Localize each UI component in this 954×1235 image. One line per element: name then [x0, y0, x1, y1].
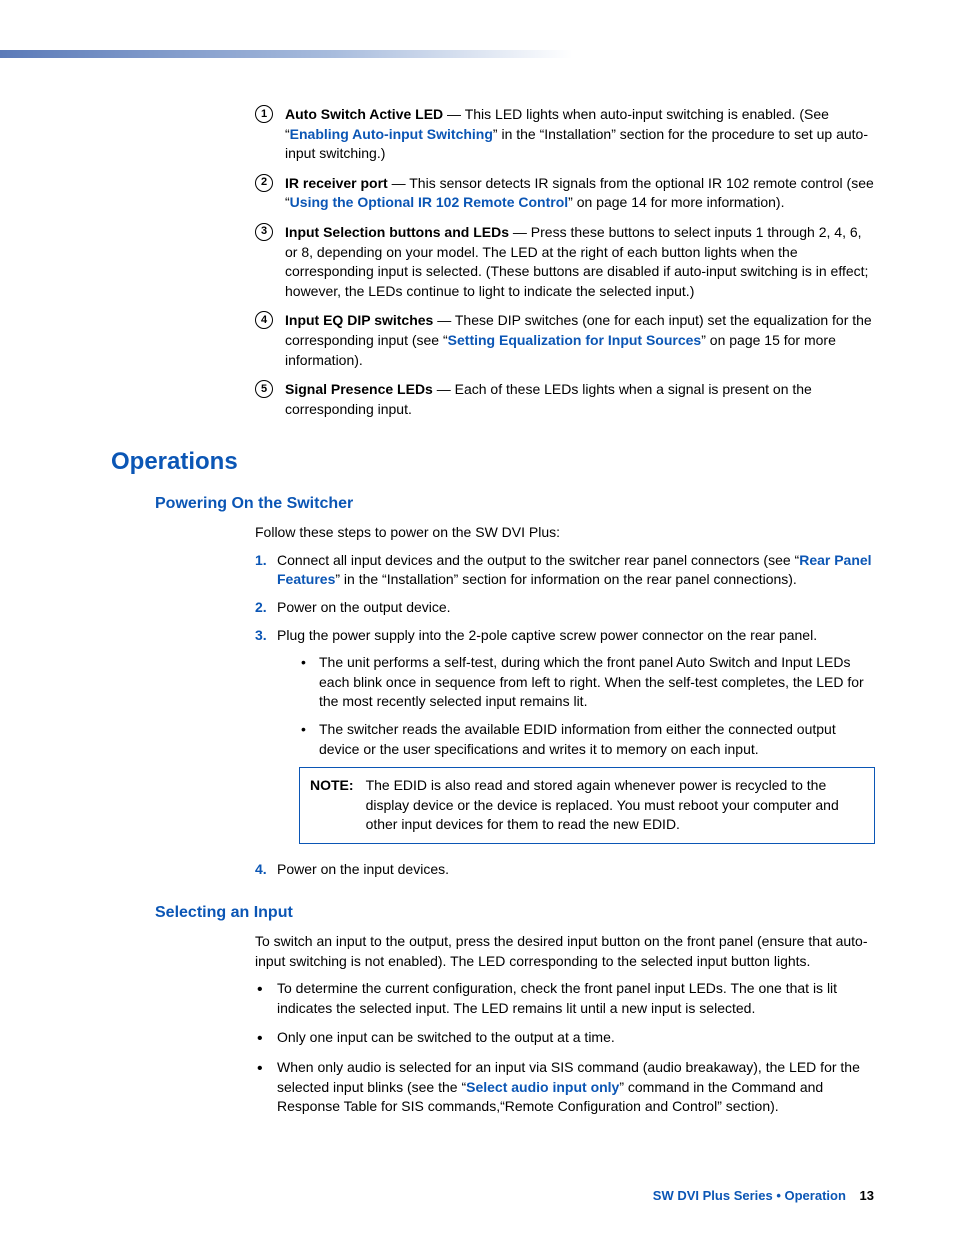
bullet-item: When only audio is selected for an input… [255, 1058, 875, 1117]
circle-number: 3 [255, 223, 273, 241]
step-number: 1. [255, 551, 267, 571]
header-gradient-bar [0, 50, 954, 58]
step-text: Plug the power supply into the 2-pole ca… [277, 627, 817, 643]
bullet-item: To determine the current configuration, … [255, 979, 875, 1018]
page-footer: SW DVI Plus Series • Operation 13 [653, 1187, 874, 1205]
step-number: 4. [255, 860, 267, 880]
feature-title: Input Selection buttons and LEDs [285, 224, 509, 240]
circle-number: 4 [255, 311, 273, 329]
note-box: NOTE: The EDID is also read and stored a… [299, 767, 875, 844]
page-content: 1 Auto Switch Active LED — This LED ligh… [115, 105, 875, 1127]
step-number: 2. [255, 598, 267, 618]
feature-title: Signal Presence LEDs [285, 381, 433, 397]
bullet-link[interactable]: Select audio input only [466, 1079, 619, 1095]
feature-link[interactable]: Enabling Auto-input Switching [290, 126, 493, 142]
step-text: Power on the output device. [277, 599, 451, 615]
powering-intro: Follow these steps to power on the SW DV… [255, 523, 875, 543]
note-label: NOTE: [310, 776, 354, 835]
note-text: The EDID is also read and stored again w… [366, 776, 864, 835]
circle-number: 2 [255, 174, 273, 192]
bullet-item: The unit performs a self-test, during wh… [299, 653, 875, 712]
feature-text-after: ” on page 14 for more information). [568, 194, 784, 210]
step-number: 3. [255, 626, 267, 646]
circled-feature-list: 1 Auto Switch Active LED — This LED ligh… [255, 105, 875, 419]
step-text: Power on the input devices. [277, 861, 449, 877]
selecting-subheading: Selecting an Input [155, 902, 875, 924]
feature-title: IR receiver port [285, 175, 388, 191]
feature-link[interactable]: Setting Equalization for Input Sources [448, 332, 702, 348]
circle-number: 5 [255, 380, 273, 398]
feature-title: Input EQ DIP switches [285, 312, 433, 328]
feature-item-4: 4 Input EQ DIP switches — These DIP swit… [255, 311, 875, 370]
step-text-after: ” in the “Installation” section for info… [335, 571, 796, 587]
feature-item-2: 2 IR receiver port — This sensor detects… [255, 174, 875, 213]
step-2: 2. Power on the output device. [255, 598, 875, 618]
powering-subheading: Powering On the Switcher [155, 493, 875, 515]
footer-title: SW DVI Plus Series • Operation [653, 1188, 846, 1203]
feature-title: Auto Switch Active LED [285, 106, 443, 122]
step-3: 3. Plug the power supply into the 2-pole… [255, 626, 875, 844]
selecting-bullets: To determine the current configuration, … [255, 979, 875, 1117]
feature-item-5: 5 Signal Presence LEDs — Each of these L… [255, 380, 875, 419]
step-4: 4. Power on the input devices. [255, 860, 875, 880]
selecting-intro: To switch an input to the output, press … [255, 932, 875, 971]
step-text-before: Connect all input devices and the output… [277, 552, 799, 568]
feature-item-3: 3 Input Selection buttons and LEDs — Pre… [255, 223, 875, 301]
operations-heading: Operations [111, 445, 875, 479]
bullet-item: The switcher reads the available EDID in… [299, 720, 875, 759]
feature-item-1: 1 Auto Switch Active LED — This LED ligh… [255, 105, 875, 164]
footer-page-number: 13 [860, 1188, 874, 1203]
powering-steps-list: 1. Connect all input devices and the out… [255, 551, 875, 880]
circle-number: 1 [255, 105, 273, 123]
step-3-bullets: The unit performs a self-test, during wh… [299, 653, 875, 759]
step-1: 1. Connect all input devices and the out… [255, 551, 875, 590]
feature-link[interactable]: Using the Optional IR 102 Remote Control [290, 194, 568, 210]
bullet-item: Only one input can be switched to the ou… [255, 1028, 875, 1048]
